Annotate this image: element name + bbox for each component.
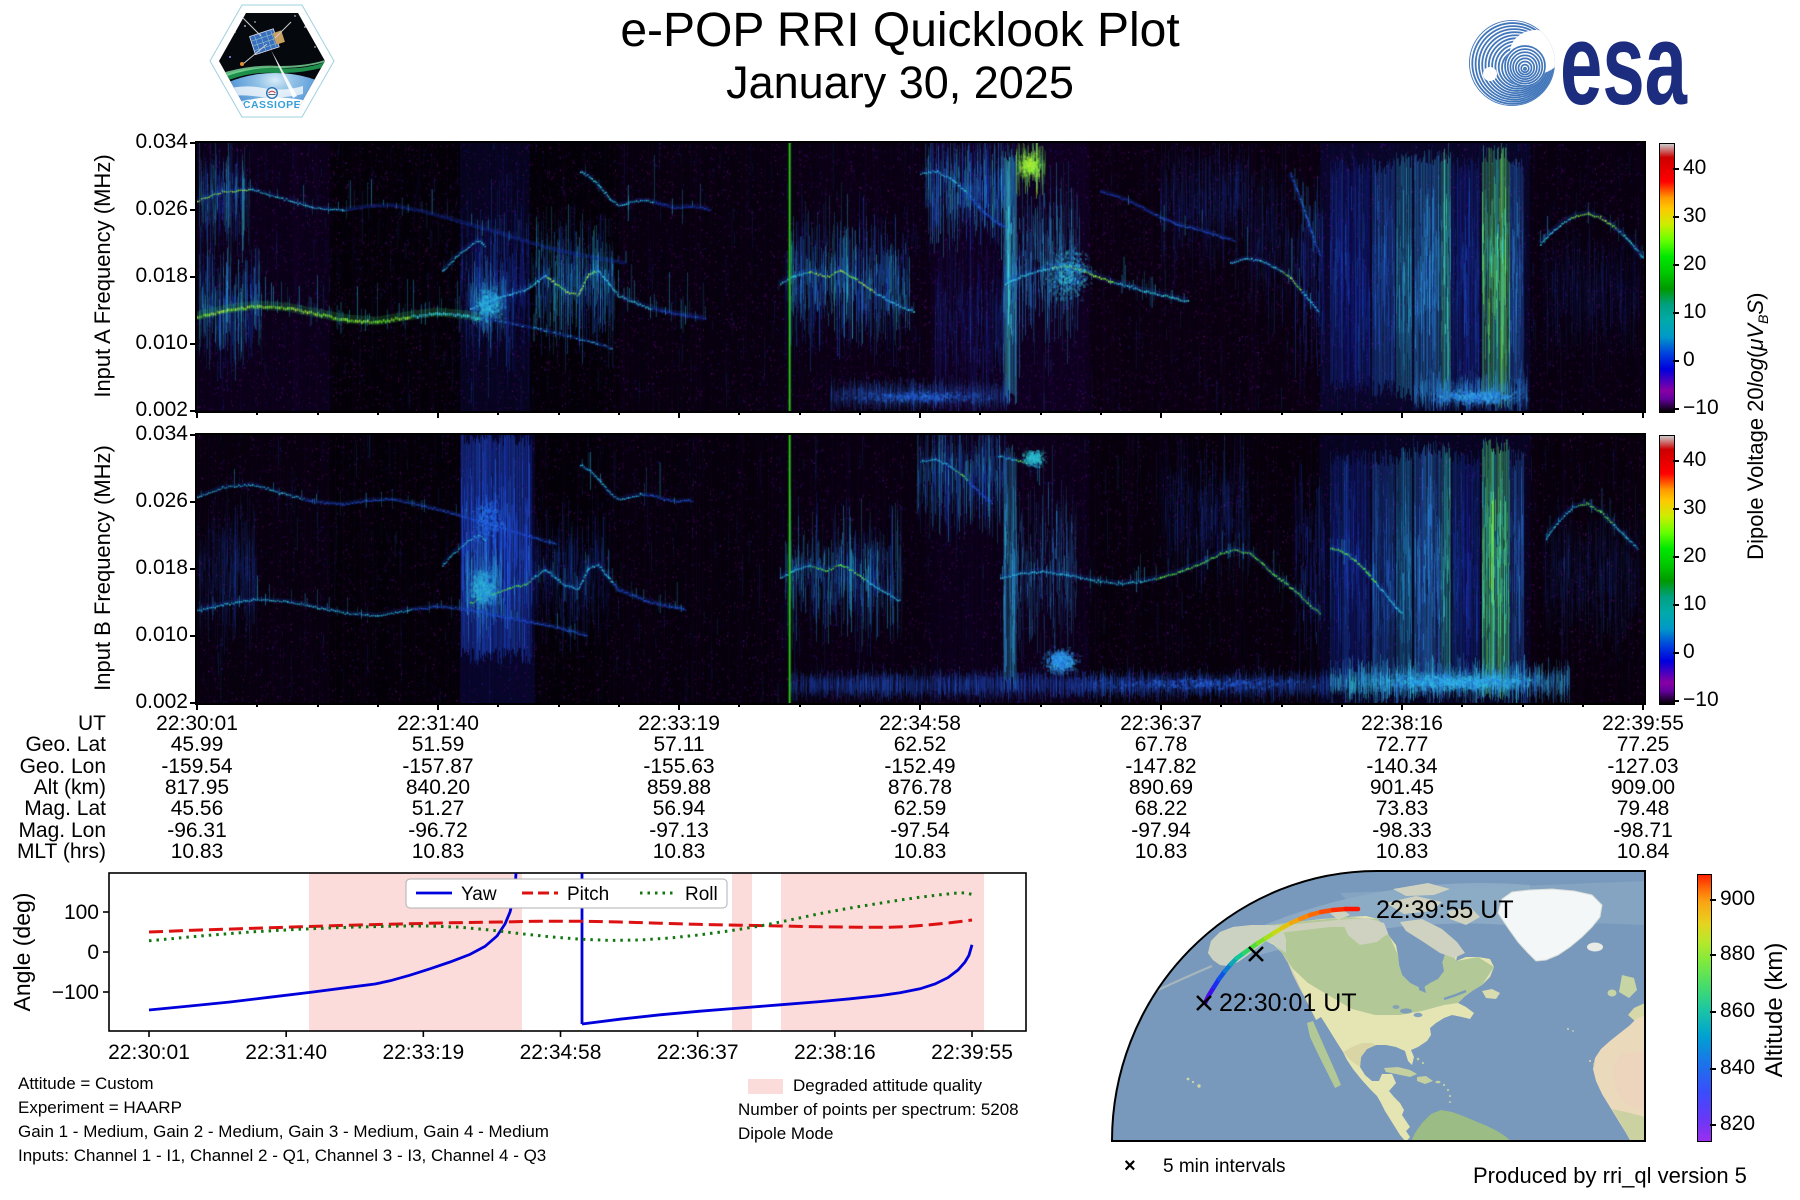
svg-text:CASSIOPE: CASSIOPE [243, 99, 301, 111]
svg-text:−100: −100 [52, 981, 99, 1004]
svg-text:Pitch: Pitch [567, 884, 609, 905]
svg-text:22:30:01: 22:30:01 [108, 1041, 190, 1060]
svg-text:22:34:58: 22:34:58 [520, 1041, 602, 1060]
svg-text:22:38:16: 22:38:16 [794, 1041, 876, 1060]
svg-text:Yaw: Yaw [461, 884, 497, 905]
svg-text:Angle (deg): Angle (deg) [9, 893, 35, 1012]
svg-text:22:30:01 UT: 22:30:01 UT [1219, 989, 1357, 1017]
svg-text:0: 0 [87, 941, 99, 964]
svg-text:Roll: Roll [685, 884, 718, 905]
svg-text:22:39:55 UT: 22:39:55 UT [1376, 896, 1514, 924]
svg-text:esa: esa [1560, 14, 1688, 114]
svg-text:100: 100 [64, 901, 99, 924]
svg-text:22:31:40: 22:31:40 [245, 1041, 327, 1060]
svg-text:22:36:37: 22:36:37 [657, 1041, 739, 1060]
svg-text:22:39:55: 22:39:55 [931, 1041, 1013, 1060]
svg-text:22:33:19: 22:33:19 [382, 1041, 464, 1060]
